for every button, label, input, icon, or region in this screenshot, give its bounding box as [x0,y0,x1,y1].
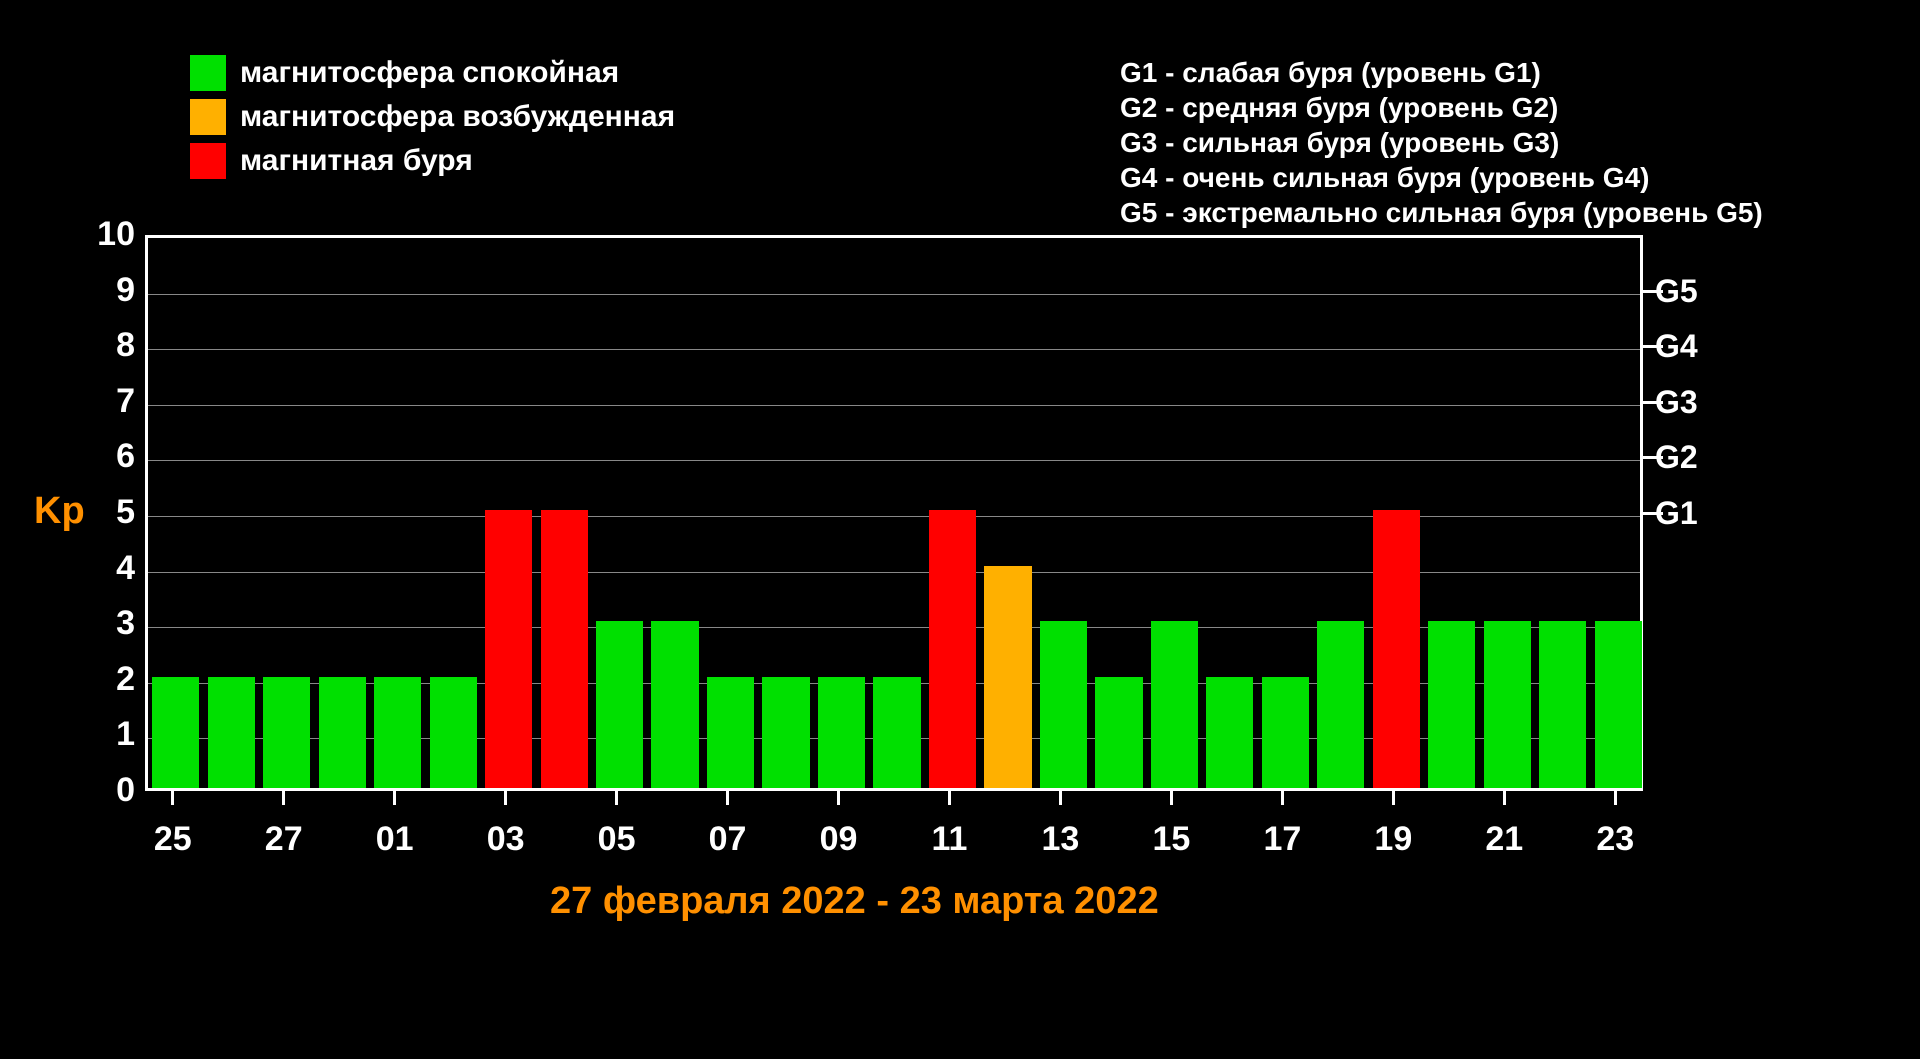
x-tick-mark [282,791,285,805]
legend-label-calm: магнитосфера спокойная [240,56,619,90]
bar [208,677,255,788]
bar [319,677,366,788]
bar [1206,677,1253,788]
bar [873,677,920,788]
right-tick-mark [1643,456,1663,459]
legend-item-calm: магнитосфера спокойная [190,55,675,91]
y-tick-label: 4 [85,549,135,588]
y-tick-label: 5 [85,493,135,532]
bar [1484,621,1531,788]
x-tick-label: 15 [1152,820,1190,859]
y-tick-label: 3 [85,604,135,643]
x-tick-mark [1503,791,1506,805]
bar [485,510,532,788]
y-tick-label: 0 [85,771,135,810]
legend-swatch-calm [190,55,226,91]
x-tick-label: 17 [1263,820,1301,859]
legend-left: магнитосфера спокойная магнитосфера возб… [190,55,675,187]
y-tick-label: 7 [85,382,135,421]
gridline [148,349,1640,350]
x-tick-mark [1059,791,1062,805]
y-tick-label: 1 [85,715,135,754]
bar [1151,621,1198,788]
x-tick-label: 05 [598,820,636,859]
x-tick-mark [837,791,840,805]
legend-right-g3: G3 - сильная буря (уровень G3) [1120,125,1763,160]
x-tick-label: 23 [1596,820,1634,859]
bar [1095,677,1142,788]
legend-item-storm: магнитная буря [190,143,675,179]
right-tick-mark [1643,290,1663,293]
gridline [148,294,1640,295]
legend-swatch-excited [190,99,226,135]
bar [1539,621,1586,788]
y-tick-label: 10 [85,215,135,254]
x-tick-mark [393,791,396,805]
x-tick-label: 13 [1042,820,1080,859]
legend-swatch-storm [190,143,226,179]
bar [263,677,310,788]
bar [596,621,643,788]
bar [984,566,1031,788]
x-tick-label: 19 [1374,820,1412,859]
x-tick-mark [726,791,729,805]
chart-container: магнитосфера спокойная магнитосфера возб… [0,0,1920,1059]
bar [1317,621,1364,788]
legend-right-g4: G4 - очень сильная буря (уровень G4) [1120,160,1763,195]
y-axis-label: Kp [34,490,85,533]
x-tick-mark [504,791,507,805]
y-tick-label: 9 [85,271,135,310]
x-tick-label: 25 [154,820,192,859]
x-tick-label: 03 [487,820,525,859]
right-tick-mark [1643,401,1663,404]
bar [762,677,809,788]
legend-right-g5: G5 - экстремально сильная буря (уровень … [1120,195,1763,230]
x-tick-label: 09 [820,820,858,859]
right-tick-mark [1643,512,1663,515]
gridline [148,405,1640,406]
bar [1595,621,1642,788]
legend-right-g1: G1 - слабая буря (уровень G1) [1120,55,1763,90]
legend-item-excited: магнитосфера возбужденная [190,99,675,135]
right-tick-mark [1643,345,1663,348]
x-tick-mark [615,791,618,805]
bar [1428,621,1475,788]
bar [152,677,199,788]
bar [1040,621,1087,788]
legend-label-storm: магнитная буря [240,144,473,178]
x-tick-label: 27 [265,820,303,859]
x-tick-mark [1170,791,1173,805]
legend-right: G1 - слабая буря (уровень G1) G2 - средн… [1120,55,1763,230]
x-tick-mark [1281,791,1284,805]
y-tick-label: 6 [85,437,135,476]
bar [1373,510,1420,788]
chart-plot-area [145,235,1643,791]
x-tick-label: 21 [1485,820,1523,859]
bar [430,677,477,788]
bar [651,621,698,788]
bar [374,677,421,788]
gridline [148,460,1640,461]
date-range-label: 27 февраля 2022 - 23 марта 2022 [550,880,1159,923]
legend-label-excited: магнитосфера возбужденная [240,100,675,134]
y-tick-label: 8 [85,326,135,365]
bar [541,510,588,788]
bar [707,677,754,788]
x-tick-label: 11 [931,820,967,859]
x-tick-mark [948,791,951,805]
bar [1262,677,1309,788]
legend-right-g2: G2 - средняя буря (уровень G2) [1120,90,1763,125]
x-tick-mark [1614,791,1617,805]
y-tick-label: 2 [85,660,135,699]
bar [929,510,976,788]
x-tick-label: 07 [709,820,747,859]
x-tick-mark [1392,791,1395,805]
x-tick-label: 01 [376,820,414,859]
bar [818,677,865,788]
x-tick-mark [171,791,174,805]
